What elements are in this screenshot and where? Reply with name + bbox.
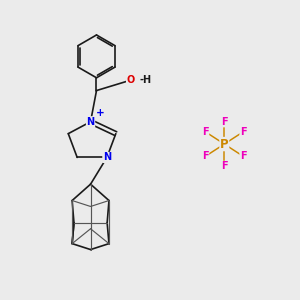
Text: F: F [240, 151, 247, 161]
Text: F: F [202, 151, 209, 161]
Text: F: F [221, 117, 228, 127]
Text: O: O [127, 75, 135, 85]
Text: +: + [96, 108, 105, 118]
Text: F: F [221, 161, 228, 171]
Text: F: F [240, 127, 247, 137]
Text: -H: -H [139, 75, 151, 85]
Text: N: N [86, 117, 94, 127]
Text: P: P [220, 138, 229, 151]
Text: F: F [202, 127, 209, 137]
Text: N: N [103, 152, 111, 162]
